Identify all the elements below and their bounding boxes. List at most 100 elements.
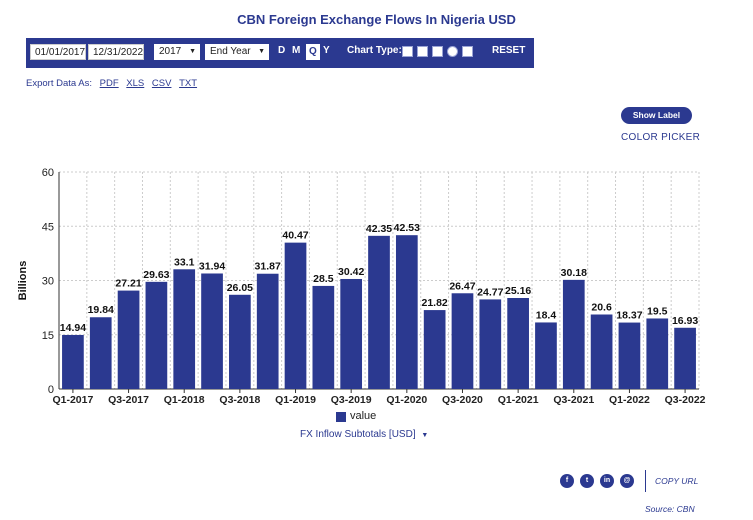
legend-swatch[interactable] [336, 412, 346, 422]
bar[interactable] [618, 322, 641, 389]
email-icon[interactable]: @ [620, 474, 634, 488]
x-tick-label: Q1-2022 [609, 394, 650, 406]
area-chart-icon[interactable] [432, 46, 443, 57]
chevron-down-icon: ▼ [258, 48, 265, 55]
x-tick-label: Q3-2022 [665, 394, 706, 406]
x-tick-label: Q3-2018 [219, 394, 260, 406]
data-label: 16.93 [672, 315, 698, 327]
start-date-input[interactable]: 01/01/2017 [30, 44, 86, 60]
period-select-value: End Year [210, 46, 251, 57]
year-select[interactable]: 2017 ▼ [154, 44, 200, 60]
line-chart-icon[interactable] [417, 46, 428, 57]
export-bar: Export Data As: PDF XLS CSV TXT [26, 78, 197, 89]
x-tick-label: Q1-2019 [275, 394, 316, 406]
x-tick-label: Q3-2019 [331, 394, 372, 406]
freq-quarterly-button[interactable]: Q [306, 44, 320, 60]
export-label: Export Data As: [26, 78, 93, 89]
twitter-icon[interactable]: t [580, 474, 594, 488]
page-title: CBN Foreign Exchange Flows In Nigeria US… [237, 12, 516, 27]
bar[interactable] [229, 294, 251, 389]
bar[interactable] [674, 327, 696, 389]
bar[interactable] [395, 235, 418, 389]
y-tick-label: 45 [42, 221, 54, 233]
bar[interactable] [145, 281, 168, 389]
legend-label[interactable]: value [350, 410, 377, 422]
data-label: 24.77 [477, 286, 503, 298]
copy-url-link[interactable]: COPY URL [655, 476, 699, 486]
y-axis-title: Billions [17, 261, 29, 301]
color-picker-link[interactable]: COLOR PICKER [621, 132, 701, 143]
data-label: 25.16 [505, 285, 531, 297]
bar[interactable] [562, 279, 585, 389]
facebook-icon[interactable]: f [560, 474, 574, 488]
series-dropdown-label: FX Inflow Subtotals [USD] [300, 429, 416, 440]
source-note: Source: CBN [645, 504, 695, 514]
bar-chart-icon[interactable] [402, 46, 413, 57]
data-label: 30.42 [338, 266, 364, 278]
x-tick-label: Q3-2017 [108, 394, 149, 406]
x-tick-label: Q3-2021 [553, 394, 594, 406]
chart-toolbar: 01/01/2017 12/31/2022 2017 ▼ End Year ▼ … [26, 38, 534, 68]
x-tick-label: Q1-2020 [386, 394, 427, 406]
reset-button[interactable]: RESET [492, 45, 526, 56]
bar[interactable] [284, 242, 307, 389]
data-label: 26.05 [227, 282, 253, 294]
data-label: 28.5 [313, 273, 334, 285]
export-txt-link[interactable]: TXT [179, 78, 198, 89]
data-label: 18.37 [616, 310, 642, 322]
freq-daily-button[interactable]: D [278, 45, 286, 56]
table-icon[interactable] [462, 46, 473, 57]
data-label: 42.53 [394, 222, 420, 234]
data-label: 20.6 [591, 301, 612, 313]
bar[interactable] [479, 299, 502, 389]
data-label: 42.35 [366, 223, 392, 235]
export-xls-link[interactable]: XLS [126, 78, 145, 89]
bar[interactable] [507, 298, 529, 389]
x-tick-label: Q1-2021 [498, 394, 539, 406]
x-tick-label: Q1-2017 [52, 394, 93, 406]
bar[interactable] [535, 322, 557, 389]
bar[interactable] [173, 269, 196, 389]
y-tick-label: 30 [42, 276, 54, 288]
bar[interactable] [646, 318, 669, 389]
bar[interactable] [256, 273, 279, 389]
data-label: 29.63 [143, 269, 169, 281]
export-csv-link[interactable]: CSV [151, 78, 172, 89]
data-label: 30.18 [561, 267, 587, 279]
data-label: 33.1 [174, 256, 195, 268]
x-tick-label: Q3-2020 [442, 394, 483, 406]
bar[interactable] [368, 235, 390, 389]
bar[interactable] [201, 273, 223, 389]
end-date-input[interactable]: 12/31/2022 [88, 44, 144, 60]
bar[interactable] [590, 314, 613, 389]
bar[interactable] [451, 293, 474, 389]
data-label: 19.5 [647, 305, 668, 317]
bar[interactable] [423, 310, 446, 389]
freq-yearly-button[interactable]: Y [323, 45, 330, 56]
y-tick-label: 15 [42, 330, 54, 342]
chevron-down-icon: ▼ [189, 48, 196, 55]
export-pdf-link[interactable]: PDF [99, 78, 119, 89]
footer-divider [645, 470, 646, 492]
data-label: 27.21 [115, 278, 141, 290]
data-label: 31.87 [255, 261, 281, 273]
bar[interactable] [117, 290, 140, 389]
freq-monthly-button[interactable]: M [292, 45, 301, 56]
bar[interactable] [312, 285, 335, 389]
data-label: 14.94 [60, 322, 86, 334]
y-tick-label: 0 [48, 384, 54, 396]
series-dropdown[interactable]: FX Inflow Subtotals [USD] ▼ [300, 429, 428, 440]
data-label: 26.47 [449, 280, 475, 292]
bar[interactable] [340, 278, 363, 389]
period-select[interactable]: End Year ▼ [205, 44, 269, 60]
chevron-down-icon: ▼ [421, 432, 429, 439]
data-label: 40.47 [282, 230, 308, 242]
data-label: 18.4 [536, 309, 557, 321]
bar[interactable] [62, 334, 84, 389]
show-label-button[interactable]: Show Label [621, 107, 692, 124]
bar[interactable] [89, 317, 112, 389]
linkedin-icon[interactable]: in [600, 474, 614, 488]
pie-chart-icon[interactable] [447, 46, 458, 57]
x-tick-label: Q1-2018 [164, 394, 205, 406]
